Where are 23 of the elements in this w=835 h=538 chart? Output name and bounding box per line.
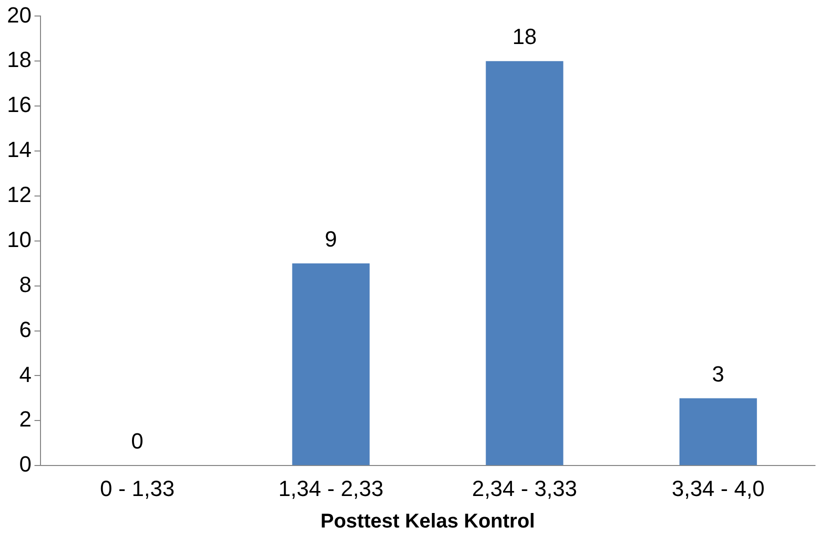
bar: [292, 263, 370, 466]
x-tick-label: 0 - 1,33: [100, 476, 175, 501]
x-tick-label: 1,34 - 2,33: [278, 476, 384, 501]
data-label: 18: [512, 24, 537, 50]
y-tick-label: 14: [6, 137, 32, 162]
x-tick-label: 3,34 - 4,0: [672, 476, 765, 501]
y-tick-label: 20: [6, 2, 32, 28]
data-label: 0: [131, 428, 144, 454]
x-axis-title: Posttest Kelas Kontrol: [320, 510, 535, 533]
y-tick-label: 4: [19, 362, 32, 387]
data-label: 3: [712, 361, 724, 386]
y-tick-label: 6: [19, 316, 32, 342]
data-label: 9: [324, 226, 338, 252]
y-tick-label: 0: [19, 452, 32, 477]
y-tick-label: 18: [6, 47, 32, 72]
bar: [486, 61, 564, 466]
y-tick-label: 2: [19, 406, 32, 432]
y-tick-label: 10: [6, 226, 32, 252]
x-tick-label: 2,34 - 3,33: [472, 476, 578, 501]
y-tick-label: 8: [19, 272, 32, 297]
y-tick-label: 12: [6, 182, 32, 208]
y-tick-label: 16: [6, 92, 32, 118]
bar: [679, 398, 757, 466]
